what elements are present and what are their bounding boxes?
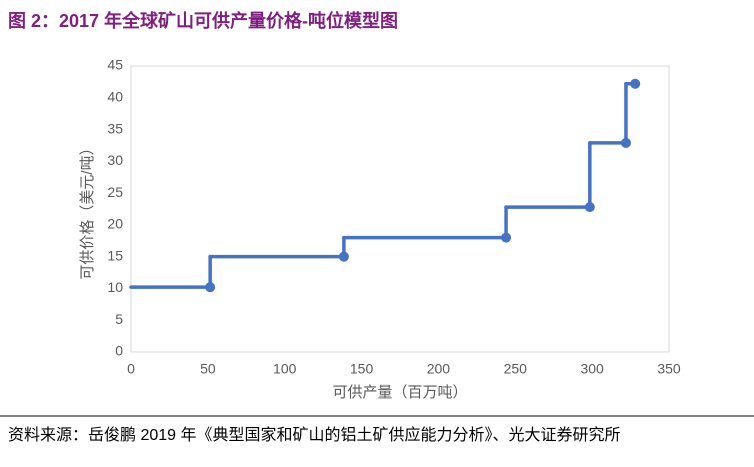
y-tick-label: 35 [107, 120, 123, 136]
source-note: 资料来源：岳俊鹏 2019 年《典型国家和矿山的铝土矿供应能力分析》、光大证券研… [8, 425, 621, 444]
x-axis-label: 可供产量（百万吨） [332, 384, 467, 401]
y-tick-label: 45 [107, 57, 123, 73]
y-tick-label: 40 [107, 88, 123, 104]
y-tick-label: 25 [107, 184, 123, 200]
point-marker [205, 282, 216, 293]
x-tick-label: 0 [127, 361, 135, 377]
y-axis-label: 可供价格（美元/吨） [79, 140, 96, 279]
point-marker [584, 202, 595, 213]
y-tick-label: 20 [107, 216, 123, 232]
x-tick-label: 300 [580, 361, 604, 377]
plot-frame [130, 65, 670, 353]
x-tick-label: 350 [657, 361, 681, 377]
point-marker [620, 137, 631, 148]
x-tick-label: 100 [273, 361, 297, 377]
chart-title: 图 2：2017 年全球矿山可供产量价格-吨位模型图 [8, 10, 398, 31]
x-tick-label: 50 [200, 361, 216, 377]
point-marker [338, 251, 349, 262]
y-tick-label: 15 [107, 247, 123, 263]
x-tick-label: 250 [504, 361, 528, 377]
x-tick-label: 200 [427, 361, 451, 377]
y-tick-label: 30 [107, 152, 123, 168]
y-tick-label: 10 [107, 279, 123, 295]
y-tick-label: 5 [115, 311, 123, 327]
point-marker [501, 232, 512, 243]
y-tick-label: 0 [115, 343, 123, 359]
x-tick-label: 150 [350, 361, 374, 377]
point-marker [630, 78, 641, 89]
